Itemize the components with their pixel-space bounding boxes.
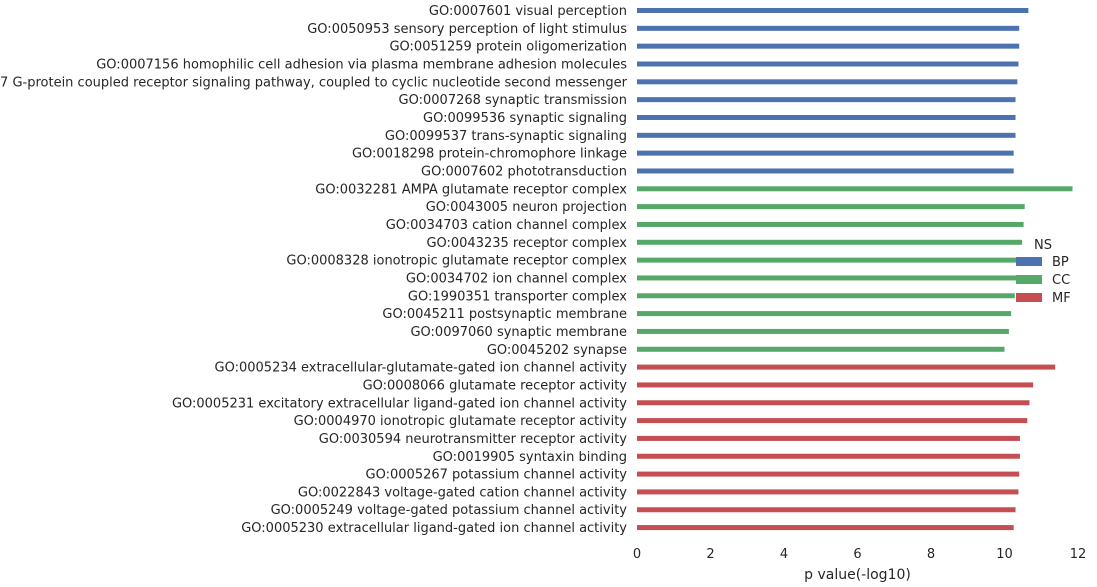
category-label: GO:0018298 protein-chromophore linkage: [352, 147, 627, 162]
legend-swatch: [1016, 257, 1042, 266]
category-label: GO:0019905 syntaxin binding: [433, 450, 627, 465]
bar: [637, 132, 1016, 138]
bar: [637, 311, 1012, 317]
bar: [637, 204, 1025, 210]
category-label: GO:0097060 synaptic membrane: [410, 325, 627, 340]
category-label: GO:0099536 synaptic signaling: [423, 111, 627, 126]
bar: [637, 168, 1014, 174]
bar: [637, 418, 1028, 424]
x-tick-label: 12: [1070, 547, 1087, 562]
x-axis-title: p value(-log10): [804, 567, 911, 583]
bar: [637, 257, 1020, 263]
category-label: GO:0043235 receptor complex: [426, 236, 627, 251]
bar: [637, 507, 1016, 513]
category-label: GO:0030594 neurotransmitter receptor act…: [319, 432, 628, 447]
category-label: GO:0005230 extracellular ligand-gated io…: [241, 521, 627, 536]
legend-swatch: [1016, 293, 1042, 302]
category-labels: GO:0007601 visual perception GO:0050953 s…: [0, 4, 628, 536]
bar: [637, 525, 1014, 531]
category-label: GO:0022843 voltage-gated cation channel …: [298, 485, 627, 500]
bar: [637, 346, 1005, 352]
category-label: GO:0032281 AMPA glutamate receptor compl…: [315, 182, 627, 197]
bar: [637, 61, 1019, 67]
category-label: GO:0007187 G-protein coupled receptor si…: [0, 75, 628, 90]
category-label: GO:0099537 trans-synaptic signaling: [385, 129, 627, 144]
bars-layer: [637, 8, 1073, 531]
category-label: GO:0045202 synapse: [487, 343, 627, 358]
legend-label: BP: [1052, 255, 1069, 270]
bar: [637, 239, 1023, 245]
category-label: GO:0034702 ion channel complex: [406, 271, 627, 286]
bar: [637, 79, 1018, 85]
category-label: GO:0005249 voltage-gated potassium chann…: [271, 503, 628, 518]
bar: [637, 221, 1024, 227]
category-label: GO:0043005 neuron projection: [426, 200, 627, 215]
category-label: GO:0005234 extracellular-glutamate-gated…: [215, 361, 628, 376]
category-label: GO:0045211 postsynaptic membrane: [382, 307, 627, 322]
category-label: GO:0034703 cation channel complex: [386, 218, 628, 233]
bar: [637, 435, 1020, 441]
x-tick-label: 10: [996, 547, 1013, 562]
legend-label: MF: [1052, 291, 1071, 306]
category-label: GO:0005231 excitatory extracellular liga…: [172, 396, 627, 411]
bar: [637, 275, 1018, 281]
category-label: GO:0050953 sensory perception of light s…: [307, 22, 627, 37]
bar: [637, 400, 1030, 406]
bar: [637, 97, 1016, 103]
category-label: GO:0007602 phototransduction: [421, 164, 627, 179]
category-label: GO:0007601 visual perception: [429, 4, 627, 19]
x-tick-label: 0: [633, 547, 641, 562]
category-label: GO:1990351 transporter complex: [408, 289, 627, 304]
category-label: GO:0008066 glutamate receptor activity: [363, 378, 628, 393]
legend-title: NS: [1034, 238, 1052, 253]
category-label: GO:0007268 synaptic transmission: [399, 93, 627, 108]
bar: [637, 25, 1020, 31]
bar: [637, 150, 1014, 156]
category-label: GO:0007156 homophilic cell adhesion via …: [96, 57, 627, 72]
category-label: GO:0005267 potassium channel activity: [366, 468, 628, 483]
x-tick-label: 8: [927, 547, 935, 562]
legend-label: CC: [1052, 273, 1070, 288]
bar: [637, 364, 1056, 370]
bar: [637, 114, 1016, 120]
x-tick-label: 6: [853, 547, 861, 562]
category-label: GO:0008328 ionotropic glutamate receptor…: [286, 254, 627, 269]
bar: [637, 453, 1020, 459]
bar: [637, 8, 1029, 13]
x-tick-label: 2: [706, 547, 714, 562]
x-tick-label: 4: [780, 547, 788, 562]
bar: [637, 382, 1034, 388]
bar: [637, 293, 1015, 299]
legend-swatch: [1016, 275, 1042, 284]
bar: [637, 471, 1020, 477]
x-axis-ticks: 0 2 4 6 8 10 12: [633, 547, 1086, 562]
bar: [637, 489, 1019, 495]
legend: NS BP CC MF: [1016, 238, 1071, 306]
bar: [637, 186, 1073, 192]
category-label: GO:0004970 ionotropic glutamate receptor…: [294, 414, 628, 429]
bar: [637, 43, 1020, 49]
category-label: GO:0051259 protein oligomerization: [389, 40, 627, 55]
bar: [637, 328, 1009, 334]
